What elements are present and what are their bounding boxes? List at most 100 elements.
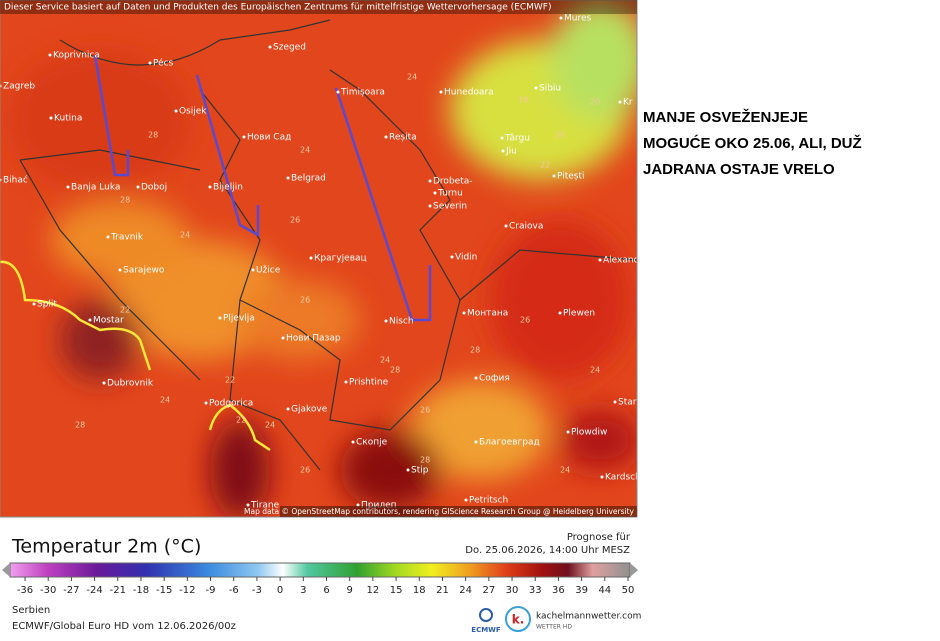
colorbar-tick-label: 39 (575, 585, 588, 596)
city-label: Travnik (110, 233, 144, 243)
city-dot (613, 400, 617, 404)
city-label: Крагујевац (314, 254, 367, 264)
city-label: Severin (433, 202, 467, 212)
contour-label: 26 (520, 316, 530, 325)
city-label: Pitești (557, 172, 585, 182)
city-dot (286, 407, 290, 411)
city-dot (598, 258, 602, 262)
city-label: Mures (564, 14, 592, 24)
colorbar-tick-label: 3 (300, 585, 306, 596)
city-dot (474, 376, 478, 380)
colorbar-tick-label: -6 (229, 585, 239, 596)
city-label: Нови Пазар (286, 334, 341, 344)
annotation-line: JADRANA OSTAJE VRELO (643, 161, 835, 178)
header-bg (0, 0, 637, 14)
city-dot (204, 401, 208, 405)
city-dot (439, 90, 443, 94)
city-dot (286, 176, 290, 180)
city-dot (174, 109, 178, 113)
city-dot (49, 116, 53, 120)
city-label: Gjakove (291, 405, 328, 415)
city-dot (246, 503, 250, 507)
city-label: Jiu (505, 147, 517, 157)
colorbar-tick-label: -9 (206, 585, 216, 596)
city-label: Banja Luka (71, 183, 120, 193)
colorbar-tick-label: 15 (390, 585, 403, 596)
colorbar-tick-label: -30 (40, 585, 56, 596)
city-label: Zagreb (3, 82, 35, 92)
city-dot (559, 16, 563, 20)
footer-region: Serbien (12, 605, 50, 616)
legend-title: Temperatur 2m (°C) (11, 536, 201, 558)
attribution-bg (280, 506, 637, 517)
city-label: Прилеп (361, 501, 397, 511)
contour-label: 22 (120, 306, 130, 315)
city-dot (450, 255, 454, 259)
colorbar-tick-label: 24 (459, 585, 472, 596)
city-label: Nisch (389, 317, 414, 327)
city-dot (534, 86, 538, 90)
colorbar-tick-label: 30 (506, 585, 519, 596)
arrows (93, 54, 432, 322)
site-sub: WETTER HD (536, 624, 572, 631)
colorbar-tick-label: -15 (156, 585, 172, 596)
city-dot (218, 316, 222, 320)
contour-label: 24 (160, 396, 170, 405)
city-label: Bihać (3, 175, 28, 186)
city-dot (500, 136, 504, 140)
city-dot (462, 311, 466, 315)
colorbar-tick-label: 27 (482, 585, 495, 596)
contour-label: 28 (148, 131, 158, 140)
city-dot (433, 191, 437, 195)
ecmwf-text: ECMWF (471, 626, 501, 634)
city-dot (309, 256, 313, 260)
city-dot (428, 179, 432, 183)
colorbar-tick-label: -3 (252, 585, 262, 596)
contour-label: 28 (120, 196, 130, 205)
colorbar-tick-label: -12 (179, 585, 195, 596)
colorbar-tick-label: 50 (622, 585, 635, 596)
colorbar-tick-label: -27 (63, 585, 79, 596)
contour-label: 18 (518, 96, 528, 105)
city-dot (384, 135, 388, 139)
city-label: Alexand (603, 256, 639, 266)
contour-label: 22 (236, 416, 246, 425)
map: Koprivnica Pécs Szeged Timișoara Hunedoara Si… (0, 0, 642, 517)
contour-label: 22 (540, 161, 550, 170)
city-label: Osijek (179, 107, 207, 117)
contour-label: 24 (560, 466, 570, 475)
city-dot (242, 135, 246, 139)
city-dot (600, 475, 604, 479)
city-dot (351, 440, 355, 444)
city-label: Plowdiw (571, 428, 607, 438)
contour-label: 22 (225, 376, 235, 385)
city-label: Turnu (437, 189, 463, 199)
map-frame (0, 0, 638, 518)
city-label: Скопје (356, 438, 388, 448)
city-dot (618, 100, 622, 104)
city-label: Târgu (504, 134, 530, 144)
city-dot (552, 174, 556, 178)
city-label: Kardsch (605, 473, 641, 483)
city-label: Mostar (93, 316, 124, 326)
city-label: Drobeta- (433, 177, 472, 187)
contour-label: 26 (300, 296, 310, 305)
city-label: Timișoara (340, 88, 385, 98)
city-label: Sarajewo (123, 266, 165, 276)
city-dot (344, 380, 348, 384)
colorbar (9, 562, 631, 578)
city-label: Pljevlja (223, 314, 255, 324)
borders (19, 19, 637, 471)
colorbar-tick-label: 33 (529, 585, 542, 596)
contour-label: 24 (590, 366, 600, 375)
city-label: Hunedoara (444, 88, 494, 98)
city-label: Pécs (153, 58, 174, 69)
city-dot (148, 61, 152, 65)
colorbar-tick-label: 44 (598, 585, 611, 596)
contour-label: 26 (290, 216, 300, 225)
city-dot (356, 503, 360, 507)
city-dot (136, 185, 140, 189)
city-label: Split (37, 300, 57, 310)
city-label: Stara (618, 398, 642, 408)
